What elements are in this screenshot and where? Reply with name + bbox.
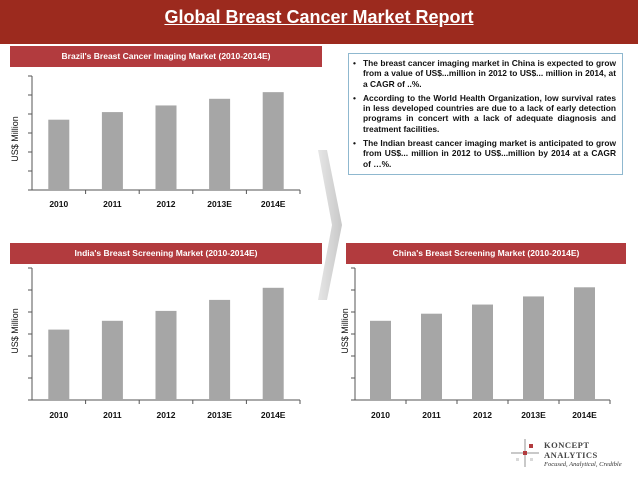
- x-tick-label: 2011: [422, 410, 441, 420]
- insight-text: The breast cancer imaging market in Chin…: [363, 58, 616, 89]
- bar-2012: [155, 310, 177, 400]
- bar-2011: [101, 112, 123, 190]
- x-tick-label: 2014E: [261, 199, 286, 209]
- x-tick-label: 2011: [103, 199, 122, 209]
- bullet-dot-icon: •: [353, 58, 356, 68]
- insight-text: According to the World Health Organizati…: [363, 92, 616, 134]
- x-tick-label: 2014E: [572, 410, 597, 420]
- bullet-dot-icon: •: [353, 138, 356, 149]
- chevron-right-icon: [318, 150, 342, 300]
- brazil-bar-chart: 2010 2011 2012 2013E 2014E: [28, 75, 301, 209]
- bar-2010: [48, 329, 70, 400]
- bar-2014E: [574, 287, 595, 400]
- x-tick-label: 2013E: [207, 199, 232, 209]
- india-bar-chart: 2010 2011 2012 2013E 2014E: [28, 267, 301, 420]
- india-chart-title: India's Breast Screening Market (2010-20…: [10, 243, 322, 264]
- logo-name-line1: KONCEPT: [544, 440, 590, 450]
- insight-bullet: • The breast cancer imaging market in Ch…: [353, 58, 616, 89]
- page-title: Global Breast Cancer Market Report: [164, 7, 474, 27]
- insight-text: The Indian breast cancer imaging market …: [363, 138, 616, 169]
- bar-2011: [421, 313, 442, 400]
- x-tick-label: 2011: [103, 410, 122, 420]
- bar-2010: [48, 119, 70, 190]
- insight-bullet: • According to the World Health Organiza…: [353, 93, 616, 134]
- bar-2012: [155, 105, 177, 190]
- bar-2011: [101, 320, 123, 400]
- bar-2013E: [209, 299, 231, 400]
- logo-name-line2: ANALYTICS: [544, 450, 598, 460]
- x-tick-label: 2010: [49, 199, 68, 209]
- bar-2012: [472, 304, 493, 400]
- header-bar: Global Breast Cancer Market Report: [0, 0, 638, 44]
- x-tick-label: 2013E: [521, 410, 546, 420]
- bar-2014E: [262, 92, 284, 190]
- x-tick-label: 2010: [49, 410, 68, 420]
- logo-mark-icon: [511, 439, 539, 467]
- insight-bullet: • The Indian breast cancer imaging marke…: [353, 138, 616, 169]
- x-tick-label: 2012: [473, 410, 492, 420]
- insights-box: • The breast cancer imaging market in Ch…: [348, 53, 623, 175]
- china-chart-title: China's Breast Screening Market (2010-20…: [346, 243, 626, 264]
- x-tick-label: 2014E: [261, 410, 286, 420]
- bar-2014E: [262, 287, 284, 400]
- x-tick-label: 2013E: [207, 410, 232, 420]
- brazil-chart-title: Brazil's Breast Cancer Imaging Market (2…: [10, 46, 322, 67]
- bar-2013E: [523, 296, 544, 400]
- x-tick-label: 2012: [157, 199, 176, 209]
- logo-tagline: Focused, Analytical, Credible: [544, 461, 622, 468]
- bullet-dot-icon: •: [353, 92, 356, 103]
- koncept-analytics-logo: KONCEPT ANALYTICS Focused, Analytical, C…: [510, 438, 630, 474]
- x-tick-label: 2012: [157, 410, 176, 420]
- x-tick-label: 2010: [371, 410, 390, 420]
- bar-2013E: [209, 98, 231, 190]
- china-bar-chart: 2010 2011 2012 2013E 2014E: [351, 267, 611, 420]
- bar-2010: [370, 320, 391, 400]
- logo-name: KONCEPT ANALYTICS: [544, 440, 598, 460]
